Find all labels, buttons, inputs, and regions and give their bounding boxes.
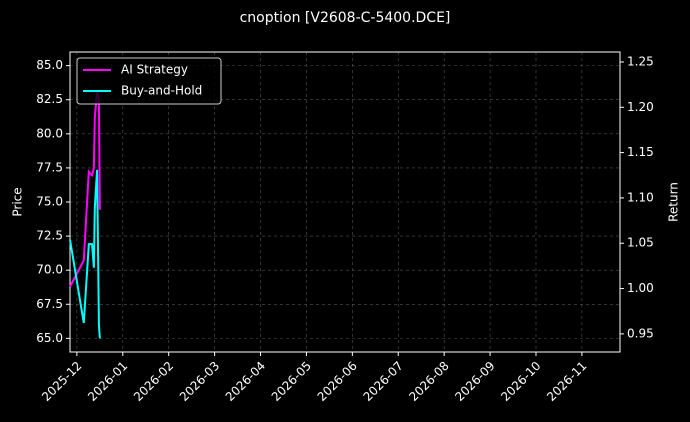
y2-tick-label: 1.05 <box>627 236 654 250</box>
y-tick-label: 80.0 <box>36 126 63 140</box>
x-tick-label: 2026-06 <box>315 359 360 404</box>
x-tick-label: 2026-03 <box>177 359 222 404</box>
y2-tick-label: 1.15 <box>627 145 654 159</box>
chart-title: cnoption [V2608-C-5400.DCE] <box>240 10 451 26</box>
y-tick-label: 67.5 <box>36 297 63 311</box>
legend-box <box>76 57 222 105</box>
plot-frame <box>69 51 621 353</box>
series-line <box>69 169 101 339</box>
y-tick-label: 65.0 <box>36 331 63 345</box>
y2-axis-label: Return <box>667 182 681 222</box>
y2-tick-label: 0.95 <box>627 326 654 340</box>
y-axis-label: Price <box>11 187 25 216</box>
x-tick-label: 2026-05 <box>269 359 314 404</box>
x-tick-label: 2026-08 <box>406 359 451 404</box>
x-tick-label: 2026-11 <box>544 359 589 404</box>
y2-tick-label: 1.25 <box>627 54 654 68</box>
y-tick-label: 82.5 <box>36 92 63 106</box>
y-tick-label: 75.0 <box>36 195 63 209</box>
x-tick-label: 2025-12 <box>39 359 84 404</box>
y-tick-label: 77.5 <box>36 160 63 174</box>
y2-tick-label: 1.10 <box>627 190 654 204</box>
x-tick-label: 2026-04 <box>223 359 268 404</box>
x-tick-label: 2026-07 <box>360 359 405 404</box>
legend-label: AI Strategy <box>121 63 188 77</box>
legend-label: Buy-and-Hold <box>121 84 202 98</box>
x-tick-label: 2026-02 <box>131 359 176 404</box>
x-tick-label: 2026-01 <box>85 359 130 404</box>
y2-tick-label: 1.00 <box>627 281 654 295</box>
y-tick-label: 72.5 <box>36 229 63 243</box>
y2-tick-label: 1.20 <box>627 100 654 114</box>
y-tick-label: 85.0 <box>36 58 63 72</box>
y-tick-label: 70.0 <box>36 263 63 277</box>
x-tick-label: 2026-10 <box>498 359 543 404</box>
x-tick-label: 2026-09 <box>452 359 497 404</box>
